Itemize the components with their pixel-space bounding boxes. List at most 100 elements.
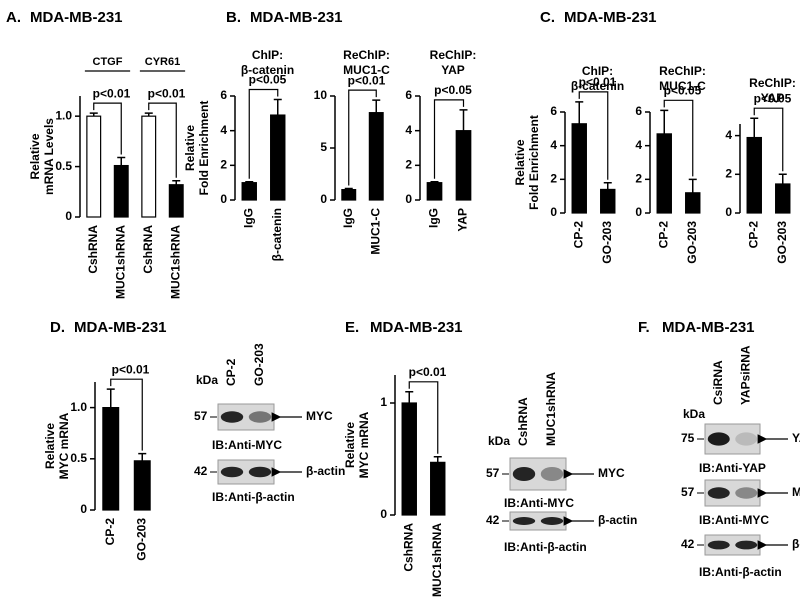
band (735, 487, 758, 499)
panel-label: D. (50, 319, 65, 336)
kda-marker: 75 (681, 431, 695, 445)
bar (426, 182, 443, 201)
bar (141, 115, 157, 218)
x-tick-label: GO-203 (685, 221, 699, 264)
error-bar (688, 178, 697, 193)
x-tick-label: CshRNA (86, 225, 100, 274)
y-axis-label: Relative (183, 125, 197, 171)
chart-subtitle: MUC1-C (343, 63, 390, 77)
kda-label: kDa (683, 407, 705, 421)
y-axis-label: MYC mRNA (57, 412, 71, 479)
bar (746, 136, 762, 214)
band (220, 411, 244, 423)
bar (341, 189, 357, 201)
y-tick-label: 0 (380, 507, 387, 521)
blot-membrane (509, 457, 567, 491)
ib-label: IB:Anti-MYC (504, 496, 574, 510)
error-bar (117, 156, 126, 166)
panel-label: F. (638, 319, 650, 336)
y-tick-label: 0 (80, 502, 87, 516)
y-tick-label: 0 (220, 192, 227, 206)
band (707, 432, 730, 446)
x-tick-label: IgG (241, 208, 255, 228)
lane-label: CshRNA (516, 397, 530, 446)
error-bar (430, 181, 439, 183)
panel-title: MDA-MB-231 (74, 319, 167, 336)
y-tick-label: 1.0 (70, 400, 87, 414)
x-tick-label: β-catenin (270, 208, 284, 261)
significance-bracket (93, 102, 122, 155)
lane-label: CsiRNA (711, 360, 725, 405)
error-bar (660, 109, 669, 134)
y-tick-label: 4 (725, 128, 732, 142)
chart-subtitle: ChIP: (252, 48, 283, 62)
y-tick-label: 0.5 (55, 159, 72, 173)
x-tick-label: IgG (427, 208, 441, 228)
chart-subtitle: β-catenin (571, 79, 624, 93)
y-axis-label: Fold Enrichment (527, 115, 541, 210)
y-tick-label: 0.5 (70, 451, 87, 465)
error-bar (106, 388, 115, 408)
error-bar (372, 99, 381, 113)
lane-label: YAPsiRNA (738, 345, 752, 405)
bar (600, 188, 616, 214)
lane-label: CP-2 (224, 358, 238, 386)
significance-bracket (433, 99, 465, 179)
bar (113, 164, 129, 218)
y-tick-label: 6 (635, 104, 642, 118)
chart-subtitle: YAP (761, 91, 785, 105)
band (248, 466, 272, 478)
lane-label: GO-203 (252, 343, 266, 386)
ib-label: IB:Anti-MYC (699, 513, 769, 527)
p-value: p<0.01 (93, 86, 131, 100)
chart-subtitle: ChIP: (582, 64, 613, 78)
band-target: MYC (792, 485, 800, 499)
error-bar (750, 117, 759, 138)
ib-label: IB:Anti-β-actin (504, 540, 587, 554)
band (707, 487, 730, 499)
bar (656, 133, 672, 214)
bar (86, 115, 102, 218)
p-value: p<0.01 (579, 75, 617, 89)
y-axis-label: Relative (43, 423, 57, 469)
x-tick-label: YAP (456, 208, 470, 232)
bar (430, 461, 446, 516)
p-value: p<0.05 (434, 83, 472, 97)
panel-title: MDA-MB-231 (30, 9, 123, 26)
band (540, 466, 564, 482)
significance-bracket (578, 91, 609, 180)
x-tick-label: GO-203 (775, 221, 789, 264)
error-bar (172, 179, 181, 185)
ib-label: IB:Anti-β-actin (212, 490, 295, 504)
chart-subtitle: β-catenin (241, 63, 294, 77)
error-bar (89, 112, 98, 117)
bar (368, 112, 384, 201)
kda-marker: 57 (194, 409, 208, 423)
bar (102, 407, 120, 511)
y-tick-label: 2 (635, 172, 642, 186)
y-tick-label: 0 (635, 205, 642, 219)
p-value: p<0.05 (754, 91, 792, 105)
error-bar (344, 187, 353, 190)
y-tick-label: 6 (220, 88, 227, 102)
significance-bracket (663, 99, 694, 177)
p-value: p<0.01 (348, 73, 386, 87)
x-tick-label: MUC1shRNA (430, 523, 444, 597)
y-axis-label: mRNA Levels (42, 118, 56, 195)
significance-bracket (110, 378, 143, 451)
x-tick-label: CshRNA (141, 225, 155, 274)
band (735, 540, 758, 550)
kda-label: kDa (196, 373, 218, 387)
panel-label: C. (540, 9, 555, 26)
band (512, 466, 536, 482)
kda-label: kDa (488, 434, 510, 448)
x-tick-label: CP-2 (746, 221, 760, 249)
p-value: p<0.01 (409, 365, 447, 379)
error-bar (144, 112, 153, 117)
y-tick-label: 2 (725, 166, 732, 180)
chart-subtitle: ReChIP: (430, 48, 477, 62)
kda-marker: 42 (681, 537, 695, 551)
band (735, 432, 758, 446)
group-label: CYR61 (145, 56, 180, 68)
